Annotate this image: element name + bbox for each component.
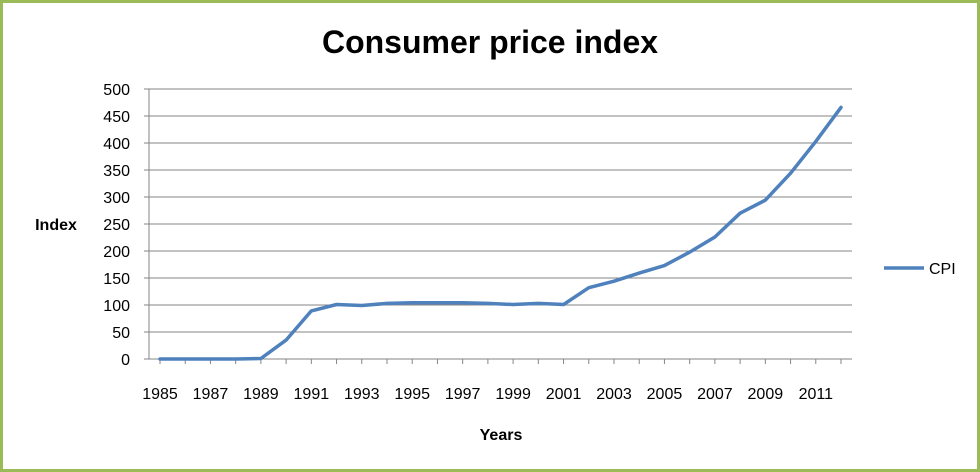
x-tick-labels: 1985 1987 1989 1991 1993 1995 1997 1999 2001 2003… bbox=[142, 386, 833, 403]
x-tick-label-2009: 2009 bbox=[748, 386, 784, 403]
x-tick-label-2001: 2001 bbox=[546, 386, 582, 403]
y-tick-label-0: 0 bbox=[121, 352, 130, 369]
x-tick-label-1995: 1995 bbox=[394, 386, 430, 403]
series-line-cpi bbox=[158, 105, 843, 361]
x-tick-label-2003: 2003 bbox=[596, 386, 632, 403]
chart-title: Consumer price index bbox=[322, 24, 658, 60]
x-tick-label-2005: 2005 bbox=[647, 386, 683, 403]
x-tick-label-2007: 2007 bbox=[697, 386, 733, 403]
x-tick-label-1987: 1987 bbox=[193, 386, 229, 403]
y-tick-label-50: 50 bbox=[112, 325, 130, 342]
x-axis-label: Years bbox=[480, 427, 523, 444]
x-tick-label-1997: 1997 bbox=[445, 386, 481, 403]
x-tick-label-1991: 1991 bbox=[294, 386, 330, 403]
y-tick-label-200: 200 bbox=[103, 244, 130, 261]
y-axis-label: Index bbox=[35, 217, 77, 234]
y-tick-label-250: 250 bbox=[103, 217, 130, 234]
y-tick-label-100: 100 bbox=[103, 298, 130, 315]
x-tick-label-2011: 2011 bbox=[799, 386, 834, 403]
y-tick-labels: 0 50 100 150 200 250 300 350 400 450 500 bbox=[103, 82, 130, 369]
y-tick-label-400: 400 bbox=[103, 136, 130, 153]
x-tick-label-1985: 1985 bbox=[142, 386, 178, 403]
y-tick-label-300: 300 bbox=[103, 190, 130, 207]
x-tick-label-1999: 1999 bbox=[495, 386, 531, 403]
y-tick-label-350: 350 bbox=[103, 163, 130, 180]
legend-label: CPI bbox=[929, 261, 956, 278]
x-tick-label-1993: 1993 bbox=[344, 386, 380, 403]
x-tick-label-1989: 1989 bbox=[243, 386, 279, 403]
y-tick-label-450: 450 bbox=[103, 109, 130, 126]
legend: CPI bbox=[884, 261, 956, 278]
grid-lines bbox=[144, 88, 852, 364]
y-tick-label-150: 150 bbox=[103, 271, 130, 288]
y-tick-label-500: 500 bbox=[103, 82, 130, 99]
series-layer bbox=[158, 105, 843, 361]
